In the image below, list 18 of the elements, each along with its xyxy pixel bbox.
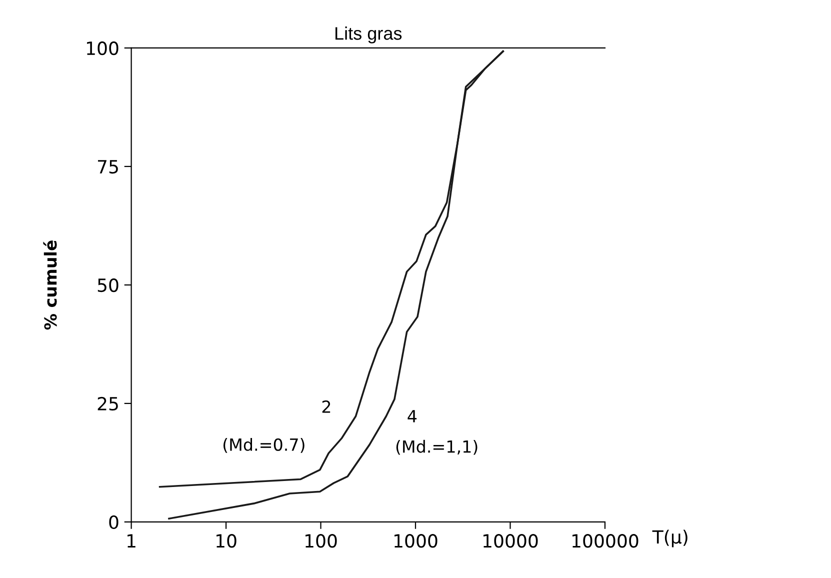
x-tick-label: 100000 <box>572 534 638 548</box>
y-tick-label: 75 <box>98 160 118 174</box>
x-tick-label: 10000 <box>484 534 538 548</box>
x-axis-title: T(μ) <box>652 530 688 548</box>
chart-title: Lits gras <box>336 26 402 44</box>
x-tick-label: 1000 <box>394 534 438 548</box>
x-tick-label: 10 <box>216 534 236 548</box>
annotation: 2 <box>322 400 330 413</box>
annotation: 4 <box>408 410 417 422</box>
y-tick-label: 100 <box>87 41 118 56</box>
y-axis-title: % cumulé <box>43 240 57 330</box>
y-tick-label: 0 <box>109 515 118 530</box>
y-tick-label: 50 <box>98 278 118 292</box>
annotation: (Md.=0.7) <box>223 438 304 453</box>
y-tick-label: 25 <box>98 396 118 411</box>
annotation: (Md.=1,1) <box>396 440 478 455</box>
x-tick-label: 1 <box>128 534 136 548</box>
x-tick-label: 100 <box>306 534 337 548</box>
